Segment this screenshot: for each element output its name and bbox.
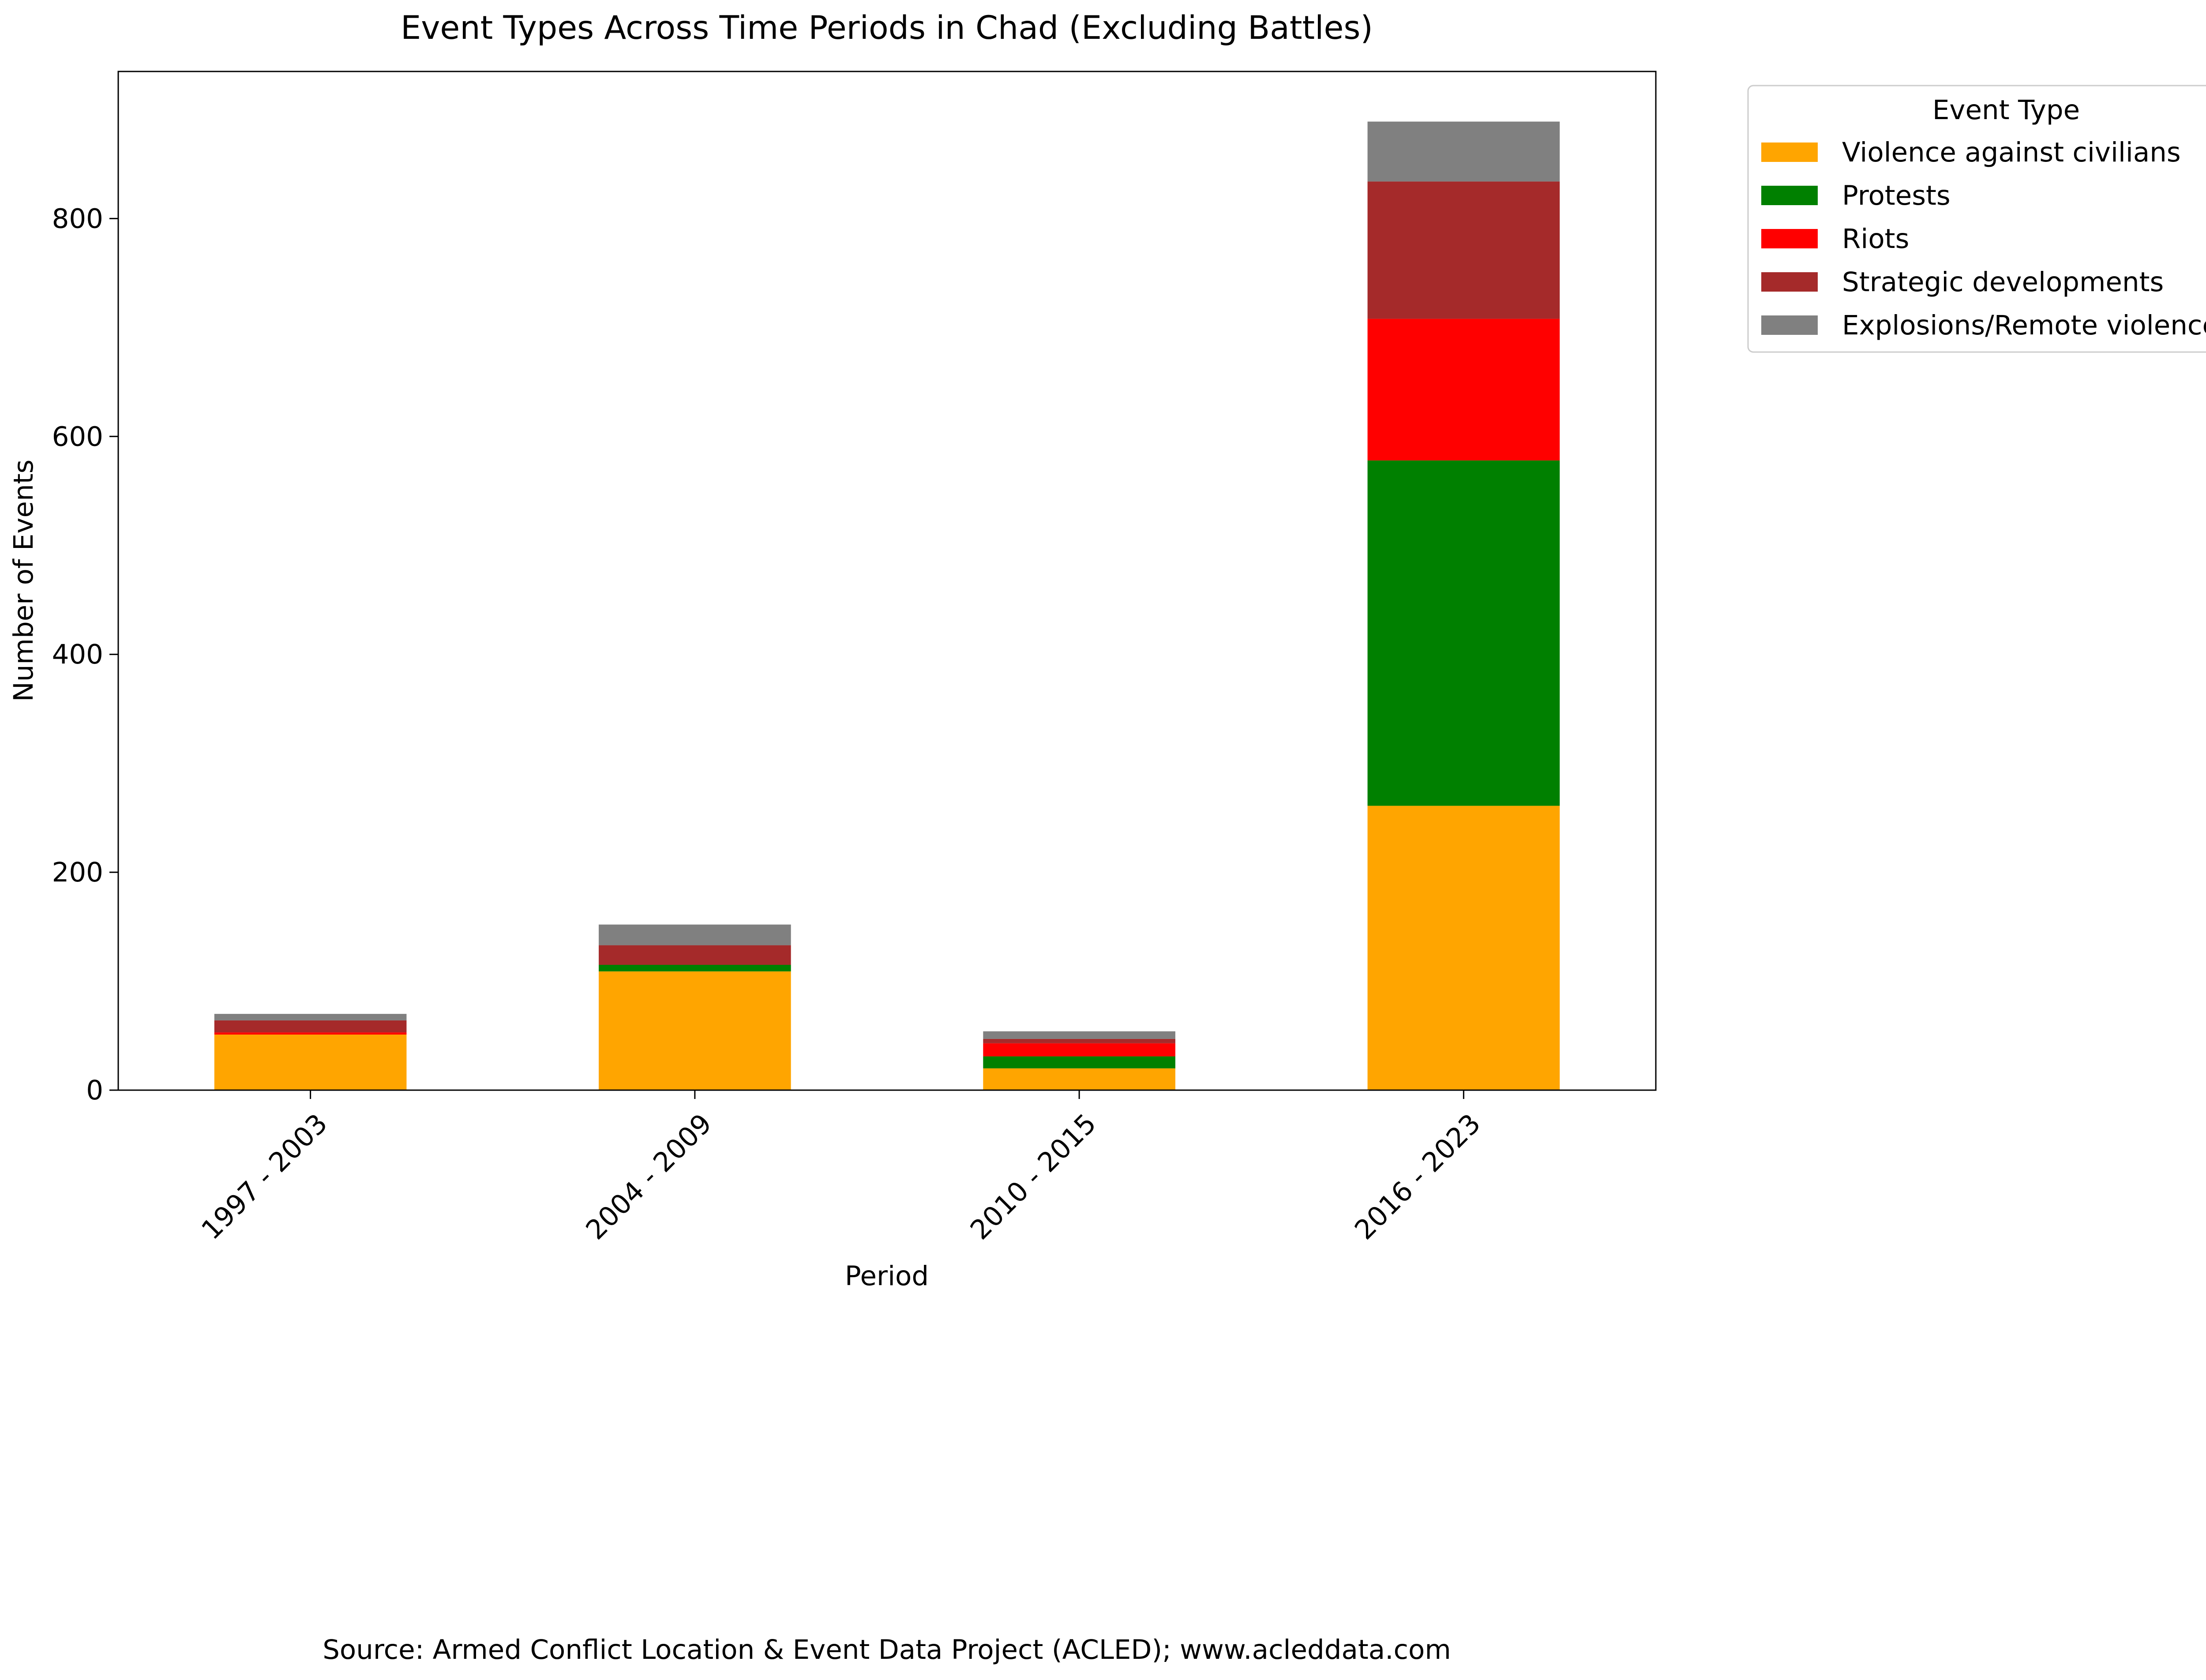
- bar-segment: [599, 945, 791, 965]
- bar-segment: [214, 1032, 407, 1035]
- bar-segment: [599, 924, 791, 945]
- legend-swatch: [1761, 186, 1818, 205]
- bar-segment: [983, 1039, 1175, 1043]
- legend-label: Violence against civilians: [1842, 137, 2181, 168]
- bar-segment: [1367, 319, 1560, 461]
- y-tick-label: 200: [52, 857, 103, 888]
- bar-segment: [599, 971, 791, 1090]
- bar-segment: [1367, 121, 1560, 182]
- legend-swatch: [1761, 229, 1818, 248]
- y-tick-label: 600: [52, 421, 103, 452]
- legend: Event Type Violence against civilians Pro…: [1747, 85, 2206, 353]
- plot-frame: [117, 71, 1657, 1091]
- bar-segment: [214, 1014, 407, 1020]
- legend-swatch: [1761, 142, 1818, 162]
- x-tick-label: 2016 - 2023: [1349, 1108, 1487, 1246]
- x-tick-label: 1997 - 2003: [195, 1108, 334, 1246]
- source-note: Source: Armed Conflict Location & Event …: [323, 1634, 1451, 1665]
- y-axis: 0 200 400 600 800: [52, 203, 118, 1106]
- legend-title: Event Type: [1932, 94, 2080, 126]
- legend-swatch: [1761, 315, 1818, 335]
- x-axis-label: Period: [845, 1260, 929, 1292]
- bar-segment: [214, 1020, 407, 1033]
- chart-title: Event Types Across Time Periods in Chad …: [401, 9, 1373, 47]
- bar-segment: [1367, 460, 1560, 806]
- legend-label: Strategic developments: [1842, 266, 2164, 298]
- bar-segment: [983, 1068, 1175, 1090]
- legend-label: Protests: [1842, 180, 1951, 211]
- bar-segment: [214, 1035, 407, 1090]
- legend-swatch: [1761, 272, 1818, 292]
- bar-segment: [599, 965, 791, 971]
- x-tick-label: 2004 - 2009: [580, 1108, 718, 1246]
- x-tick-label: 2010 - 2015: [964, 1108, 1103, 1246]
- y-tick-label: 800: [52, 203, 103, 234]
- bar-segment: [1367, 181, 1560, 319]
- legend-label: Riots: [1842, 223, 1909, 255]
- bar-segment: [983, 1056, 1175, 1069]
- bar-segment: [983, 1031, 1175, 1039]
- y-axis-label: Number of Events: [8, 459, 39, 701]
- bars-layer: [214, 121, 1560, 1090]
- legend-label: Explosions/Remote violence: [1842, 310, 2206, 341]
- bar-segment: [1367, 806, 1560, 1090]
- y-tick-label: 0: [86, 1075, 103, 1106]
- legend-frame: [1747, 85, 2206, 353]
- bar-segment: [983, 1043, 1175, 1057]
- x-axis: 1997 - 2003 2004 - 2009 2010 - 2015 2016 - …: [195, 1090, 1487, 1246]
- y-tick-label: 400: [52, 639, 103, 670]
